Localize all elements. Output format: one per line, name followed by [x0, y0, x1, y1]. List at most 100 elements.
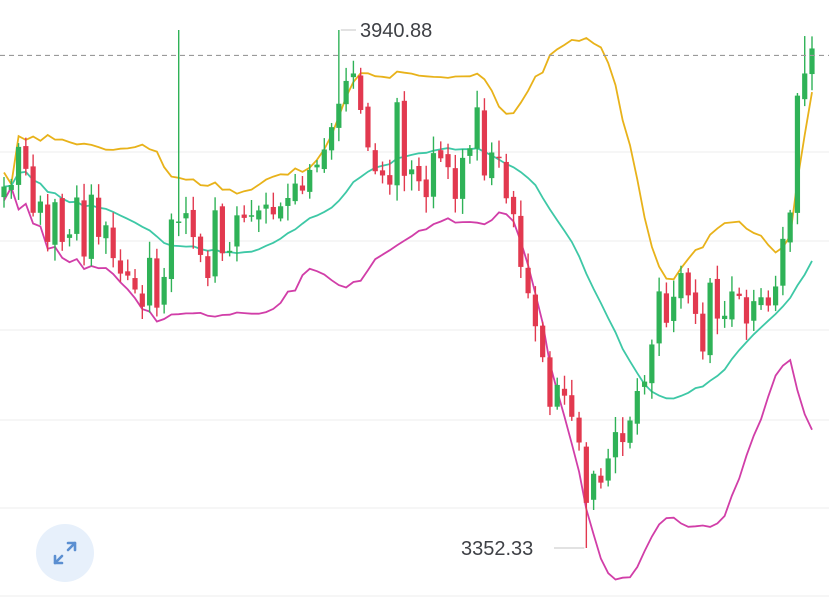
candle-body [612, 432, 619, 458]
candle-body [598, 475, 604, 483]
candle-body [583, 446, 589, 503]
candle-body [88, 194, 94, 259]
candle-body [416, 165, 422, 182]
candle-body [489, 152, 495, 179]
candle-body [52, 202, 58, 245]
low-price-label: 3352.33 [461, 538, 533, 560]
bollinger-bands [3, 36, 813, 581]
candle-body [307, 169, 313, 192]
candle-body [794, 95, 801, 213]
candle-body [569, 395, 575, 417]
candle-body [37, 201, 43, 213]
candle-body [59, 198, 65, 242]
candles [1, 30, 815, 548]
candle-body [452, 168, 458, 199]
candle-body [387, 175, 393, 185]
candle-body [110, 227, 116, 259]
candle-body [561, 388, 568, 396]
candle-body [96, 197, 102, 237]
candle-body [30, 166, 36, 213]
candle-body [627, 420, 633, 443]
candle-body [139, 293, 145, 307]
candle-body [190, 209, 196, 238]
candle-body [685, 272, 691, 296]
candle-body [409, 169, 415, 175]
candle-body [743, 297, 750, 324]
expand-diagonal-arrows-icon [53, 541, 77, 565]
candle-body [620, 433, 626, 443]
candle-body [66, 234, 73, 238]
candle-body [503, 161, 509, 199]
candle-body [292, 183, 298, 202]
candle-body [751, 301, 757, 321]
candle-body [780, 238, 786, 286]
candle-body [219, 206, 225, 254]
candle-body [700, 313, 706, 352]
candle-body [45, 204, 51, 242]
candle-body [692, 292, 699, 314]
candle-body [372, 150, 378, 172]
candle-body [365, 106, 371, 148]
candle-body [722, 315, 728, 320]
candle-body [765, 297, 771, 306]
candle-body [299, 185, 306, 191]
candle-body [125, 271, 131, 276]
candle-body [773, 286, 779, 306]
candle-body [74, 197, 80, 234]
candle-body [103, 225, 109, 239]
candle-body [467, 148, 473, 156]
candle-body [197, 236, 204, 255]
candle-body [758, 297, 764, 306]
candle-body [474, 107, 480, 149]
candle-body [678, 273, 684, 299]
candle-body [394, 102, 400, 186]
candle-body [525, 267, 531, 294]
candle-body [205, 256, 211, 279]
candle-body [15, 146, 22, 185]
candle-body [227, 250, 233, 253]
candle-body [649, 344, 655, 384]
candle-body [270, 206, 276, 215]
candle-body [343, 80, 349, 105]
candle-body [605, 458, 611, 481]
middle-band-line [3, 147, 813, 400]
candle-body [641, 381, 648, 387]
candle-body [430, 153, 437, 197]
candle-body [8, 184, 14, 190]
candle-body [358, 75, 364, 110]
candle-body [532, 294, 538, 327]
candle-body [183, 213, 189, 219]
candle-body [212, 210, 218, 277]
candle-body [802, 73, 808, 100]
candle-body [350, 73, 357, 78]
candle-body [787, 212, 793, 243]
candle-body [23, 146, 29, 169]
candle-body [634, 391, 640, 424]
upper-band-line [3, 36, 813, 281]
candle-body [241, 214, 247, 218]
candle-body [81, 200, 87, 257]
candle-body [663, 293, 670, 323]
candle-body [256, 210, 262, 220]
candle-body [656, 291, 662, 344]
expand-chart-button[interactable] [36, 524, 94, 582]
candle-body [445, 154, 451, 168]
candle-body [328, 127, 335, 151]
candle-body [401, 100, 407, 176]
candle-body [285, 197, 291, 206]
candle-body [459, 157, 466, 199]
candle-body [554, 384, 560, 407]
candle-body [736, 293, 742, 296]
candle-body [379, 170, 386, 176]
candle-body [518, 215, 524, 267]
candle-body [1, 186, 7, 198]
candle-body [547, 357, 553, 407]
candle-body [176, 221, 182, 223]
candle-body [707, 282, 713, 356]
candle-body [161, 276, 167, 305]
candle-body [117, 260, 124, 274]
chart-grid [0, 151, 829, 597]
candle-body [438, 150, 444, 159]
high-price-label: 3940.88 [360, 20, 432, 42]
